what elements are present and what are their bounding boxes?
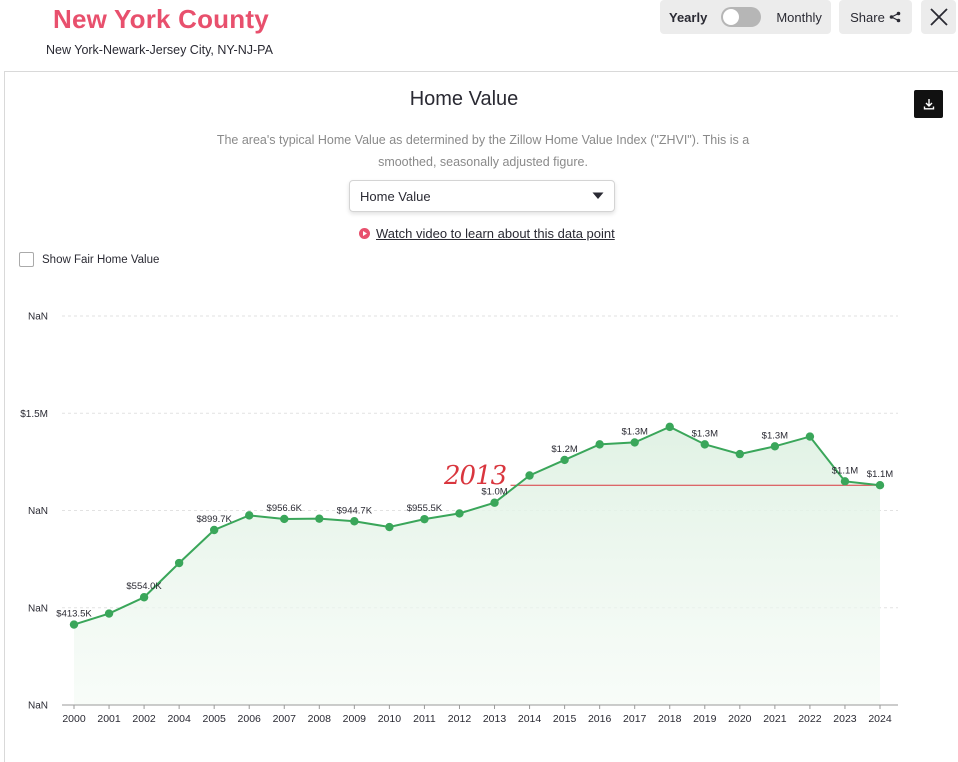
data-point <box>700 440 709 449</box>
x-tick-label: 2000 <box>62 713 86 725</box>
close-icon <box>929 8 948 26</box>
download-icon <box>923 99 934 110</box>
handwritten-annotation: 2013 <box>443 461 507 491</box>
series-line <box>73 425 881 626</box>
x-tick-label: 2022 <box>798 713 822 725</box>
data-label: $955.5K <box>407 503 443 514</box>
x-tick-label: 2007 <box>273 713 297 725</box>
data-point <box>770 442 780 451</box>
data-point <box>69 620 79 629</box>
x-tick-label: 2009 <box>343 713 367 725</box>
share-icon <box>889 11 901 23</box>
data-point <box>385 522 394 532</box>
metro-subtitle: New York-Newark-Jersey City, NY-NJ-PA <box>46 43 273 57</box>
checkbox-box[interactable] <box>19 252 34 267</box>
data-point <box>315 514 324 523</box>
x-tick-label: 2011 <box>413 713 436 725</box>
x-tick-label: 2020 <box>728 713 752 725</box>
x-tick-label: 2001 <box>97 713 121 725</box>
data-point <box>455 509 464 518</box>
area-fill <box>74 426 880 705</box>
x-tick-label: 2019 <box>693 713 717 725</box>
data-point <box>104 609 114 618</box>
data-point <box>875 481 885 490</box>
y-tick-label: NaN <box>28 603 48 614</box>
x-tick-label: 2013 <box>483 713 507 725</box>
x-tick-label: 2015 <box>553 713 577 725</box>
data-point <box>490 498 499 507</box>
data-label: $1.3M <box>621 426 647 437</box>
toggle-yearly-label: Yearly <box>669 9 708 25</box>
toggle-knob <box>723 9 740 25</box>
x-tick-label: 2008 <box>308 713 332 725</box>
share-button[interactable]: Share <box>839 0 912 34</box>
x-tick-label: 2005 <box>202 713 226 725</box>
fair-value-label: Show Fair Home Value <box>42 253 160 266</box>
page-title: New York County <box>53 4 269 34</box>
data-label: $956.6K <box>267 503 303 514</box>
select-value: Home Value <box>360 188 431 204</box>
x-tick-label: 2024 <box>868 713 892 725</box>
x-tick-label: 2012 <box>448 713 472 725</box>
download-button[interactable] <box>914 90 943 118</box>
x-tick-label: 2006 <box>238 713 262 725</box>
data-label: $1.1M <box>832 465 858 476</box>
data-point <box>420 514 429 524</box>
data-label: $899.7K <box>196 514 232 525</box>
data-label: $1.2M <box>551 444 577 455</box>
toggle-monthly-label: Monthly <box>776 9 822 25</box>
y-tick-label: $1.5M <box>20 409 48 420</box>
video-link-text[interactable]: Watch video to learn about this data poi… <box>376 226 615 241</box>
data-label: $1.3M <box>692 428 718 439</box>
frequency-toggle[interactable]: Yearly Monthly <box>660 0 831 34</box>
fair-value-checkbox[interactable]: Show Fair Home Value <box>19 252 159 267</box>
y-tick-label: NaN <box>28 701 48 712</box>
data-point <box>350 517 359 526</box>
data-label: $413.5K <box>56 609 92 620</box>
data-point <box>209 525 219 535</box>
x-tick-label: 2018 <box>658 713 682 725</box>
x-tick-label: 2004 <box>167 713 191 725</box>
data-point <box>525 471 534 480</box>
x-tick-label: 2023 <box>833 713 857 725</box>
video-link[interactable]: Watch video to learn about this data poi… <box>359 226 615 241</box>
y-tick-label: NaN <box>28 506 48 517</box>
x-tick-label: 2016 <box>588 713 612 725</box>
data-point <box>245 511 254 520</box>
play-icon <box>359 228 370 239</box>
data-point <box>595 440 604 449</box>
data-point <box>174 558 184 568</box>
data-label: $1.3M <box>762 430 788 441</box>
caret-down-icon <box>592 192 604 199</box>
x-tick-label: 2021 <box>763 713 787 725</box>
toggle-switch[interactable] <box>721 7 762 27</box>
data-point <box>139 593 149 602</box>
data-label: $944.7K <box>337 505 373 516</box>
x-tick-label: 2002 <box>132 713 156 725</box>
data-point <box>280 514 289 524</box>
x-tick-label: 2010 <box>378 713 402 725</box>
data-label: $1.1M <box>867 469 893 480</box>
panel-description: The area's typical Home Value as determi… <box>216 133 750 169</box>
x-tick-label: 2014 <box>518 713 542 725</box>
data-point <box>840 477 850 486</box>
data-point-select[interactable]: Home Value <box>349 180 615 212</box>
x-tick-label: 2017 <box>623 713 647 725</box>
share-label: Share <box>850 9 885 25</box>
panel-title: Home Value <box>409 88 519 110</box>
data-point <box>630 438 639 447</box>
data-point <box>735 449 745 459</box>
data-label: $554.0K <box>126 581 162 592</box>
data-label: $1.0M <box>481 487 507 498</box>
data-point <box>560 455 569 465</box>
data-point <box>805 432 815 441</box>
close-button[interactable] <box>921 0 956 34</box>
data-point <box>665 422 674 432</box>
y-tick-label: NaN <box>28 312 48 323</box>
